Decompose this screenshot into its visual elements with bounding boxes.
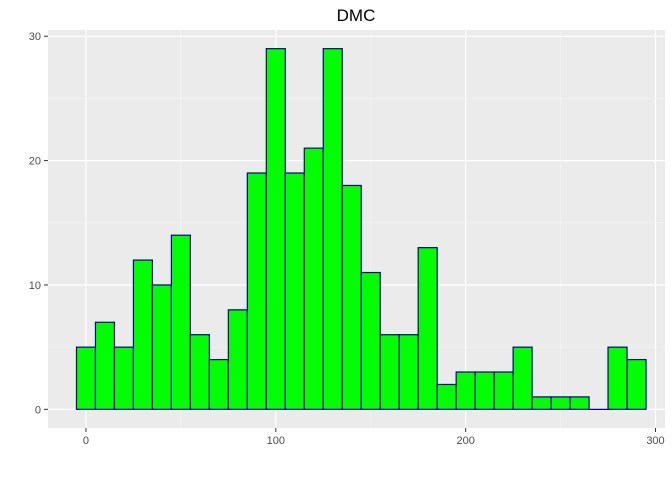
histogram-bar bbox=[227, 309, 248, 410]
histogram-bar bbox=[436, 383, 457, 410]
histogram-bar bbox=[569, 396, 590, 410]
histogram-bar bbox=[607, 346, 628, 410]
histogram-bar bbox=[189, 334, 210, 410]
histogram-bar bbox=[246, 172, 267, 410]
histogram-bar bbox=[474, 371, 495, 410]
x-tick-label: 200 bbox=[456, 435, 474, 447]
x-axis-ticks: 0 100 200 300 bbox=[83, 428, 665, 447]
histogram-bar bbox=[284, 172, 305, 410]
histogram-bar bbox=[322, 48, 343, 410]
histogram-bar bbox=[151, 284, 173, 410]
histogram-bar bbox=[265, 48, 286, 410]
histogram-bar bbox=[531, 396, 552, 410]
y-tick-label: 10 bbox=[29, 280, 41, 292]
histogram-bar bbox=[94, 321, 116, 410]
y-axis-ticks: 0 10 20 30 bbox=[29, 31, 48, 416]
histogram-bar bbox=[512, 346, 533, 410]
y-tick-label: 0 bbox=[35, 404, 41, 416]
histogram-bar bbox=[303, 147, 324, 410]
y-tick-label: 20 bbox=[29, 156, 41, 168]
x-tick-label: 100 bbox=[267, 435, 285, 447]
histogram-bar bbox=[341, 184, 362, 410]
histogram-bar bbox=[360, 271, 381, 410]
histogram-bar bbox=[170, 234, 191, 410]
histogram-bar bbox=[550, 396, 571, 410]
x-tick-label: 300 bbox=[646, 435, 664, 447]
y-tick-label: 30 bbox=[29, 31, 41, 43]
histogram-bar bbox=[113, 346, 135, 410]
histogram-bars bbox=[75, 48, 647, 410]
histogram-bar bbox=[417, 247, 438, 410]
histogram-bar bbox=[379, 334, 400, 410]
histogram-bar bbox=[208, 358, 229, 410]
histogram-bar bbox=[398, 334, 419, 410]
histogram-bar bbox=[75, 346, 97, 410]
histogram-bar bbox=[455, 371, 476, 410]
histogram-bar bbox=[132, 259, 154, 410]
chart-title: DMC bbox=[337, 6, 376, 25]
histogram-bar bbox=[626, 358, 647, 410]
x-tick-label: 0 bbox=[83, 435, 89, 447]
histogram-bar bbox=[493, 371, 514, 410]
